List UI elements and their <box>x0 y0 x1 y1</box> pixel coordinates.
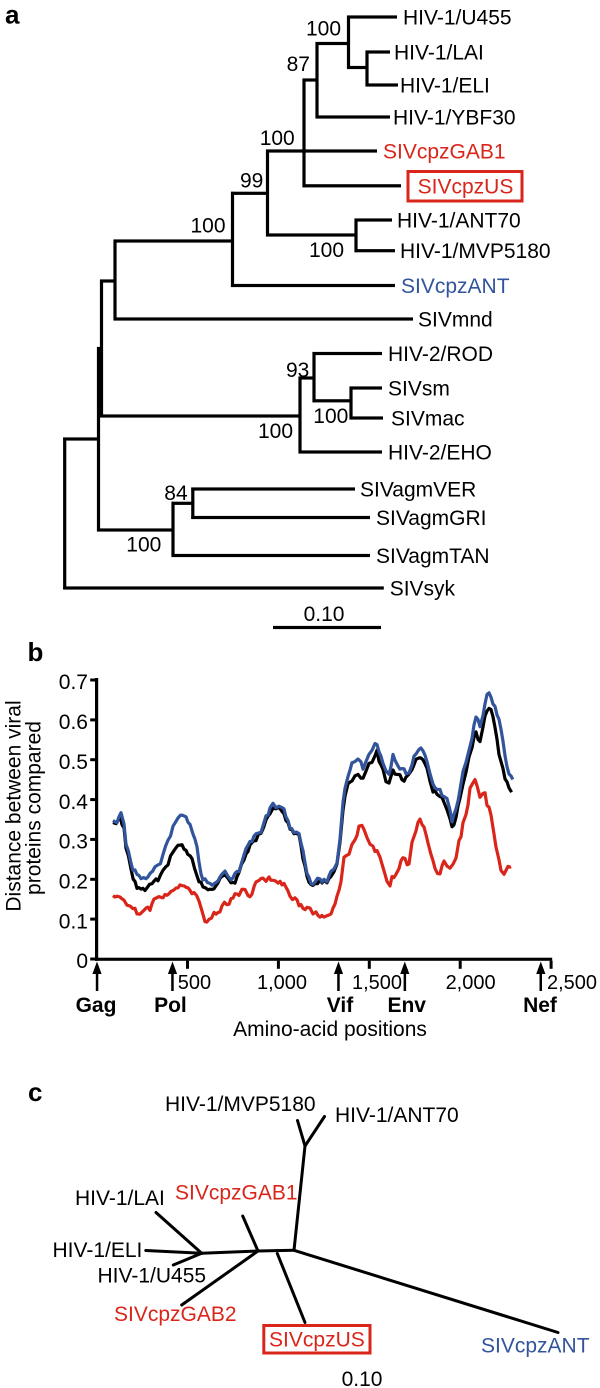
svg-text:SIVmac: SIVmac <box>391 408 465 431</box>
svg-text:0.1: 0.1 <box>59 910 88 933</box>
svg-text:SIVcpzUS: SIVcpzUS <box>269 1329 365 1352</box>
svg-text:0.2: 0.2 <box>59 871 88 894</box>
svg-text:SIVcpzGAB2: SIVcpzGAB2 <box>114 1303 237 1326</box>
svg-text:100: 100 <box>260 127 295 150</box>
svg-text:SIVcpzANT: SIVcpzANT <box>481 1334 590 1357</box>
svg-text:2,500: 2,500 <box>547 972 597 994</box>
svg-text:SIVagmGRI: SIVagmGRI <box>376 507 486 530</box>
svg-text:Amino-acid positions: Amino-acid positions <box>233 1018 427 1041</box>
svg-text:1,000: 1,000 <box>257 972 307 994</box>
svg-text:100: 100 <box>258 420 293 443</box>
svg-text:SIVsm: SIVsm <box>388 378 450 401</box>
svg-text:0.5: 0.5 <box>59 751 88 774</box>
svg-text:0.7: 0.7 <box>59 671 88 694</box>
svg-text:100: 100 <box>126 534 161 557</box>
svg-text:99: 99 <box>240 170 263 193</box>
svg-text:0.6: 0.6 <box>59 711 88 734</box>
svg-text:HIV-2/EHO: HIV-2/EHO <box>388 442 492 465</box>
svg-text:500: 500 <box>178 972 211 994</box>
svg-text:0.10: 0.10 <box>342 1368 383 1388</box>
svg-text:HIV-1/LAI: HIV-1/LAI <box>75 1187 165 1210</box>
svg-text:87: 87 <box>287 53 310 76</box>
svg-text:HIV-1/U455: HIV-1/U455 <box>403 7 512 30</box>
svg-text:b: b <box>28 637 44 667</box>
svg-text:SIVsyk: SIVsyk <box>390 578 456 601</box>
svg-text:100: 100 <box>313 405 348 428</box>
svg-text:0.10: 0.10 <box>304 603 345 626</box>
svg-text:SIVcpzGAB1: SIVcpzGAB1 <box>175 1182 298 1205</box>
svg-text:1,500: 1,500 <box>352 972 402 994</box>
svg-text:100: 100 <box>191 215 226 238</box>
svg-text:SIVcpzGAB1: SIVcpzGAB1 <box>383 141 506 164</box>
svg-text:HIV-1/YBF30: HIV-1/YBF30 <box>393 107 516 130</box>
svg-text:HIV-1/U455: HIV-1/U455 <box>98 1265 207 1288</box>
svg-text:84: 84 <box>164 482 188 505</box>
svg-text:Env: Env <box>387 994 426 1017</box>
svg-text:HIV-1/MVP5180: HIV-1/MVP5180 <box>165 1093 316 1116</box>
svg-text:HIV-1/MVP5180: HIV-1/MVP5180 <box>400 240 551 263</box>
svg-text:HIV-1/ELI: HIV-1/ELI <box>400 75 490 98</box>
svg-text:0: 0 <box>76 950 88 973</box>
svg-text:Pol: Pol <box>154 994 187 1017</box>
svg-text:HIV-1/ELI: HIV-1/ELI <box>53 1239 143 1262</box>
svg-text:SIVcpzANT: SIVcpzANT <box>401 275 510 298</box>
svg-text:SIVcpzUS: SIVcpzUS <box>418 175 514 198</box>
svg-text:HIV-1/ANT70: HIV-1/ANT70 <box>397 210 521 233</box>
svg-text:HIV-1/LAI: HIV-1/LAI <box>394 42 484 65</box>
svg-text:Distance between viral: Distance between viral <box>3 700 26 911</box>
svg-text:HIV-1/ANT70: HIV-1/ANT70 <box>335 1104 459 1127</box>
svg-text:100: 100 <box>306 18 341 41</box>
svg-text:0.4: 0.4 <box>59 791 89 814</box>
svg-text:proteins compared: proteins compared <box>23 721 46 895</box>
svg-text:0.3: 0.3 <box>59 831 88 854</box>
svg-text:100: 100 <box>309 239 344 262</box>
svg-text:SIVmnd: SIVmnd <box>418 309 493 332</box>
svg-text:Gag: Gag <box>76 994 117 1017</box>
svg-text:HIV-2/ROD: HIV-2/ROD <box>388 343 493 366</box>
svg-text:2,000: 2,000 <box>446 972 496 994</box>
svg-text:Vif: Vif <box>327 994 354 1017</box>
svg-text:93: 93 <box>286 359 309 382</box>
svg-text:c: c <box>28 1077 42 1107</box>
svg-text:SIVagmVER: SIVagmVER <box>360 479 476 502</box>
svg-text:a: a <box>5 0 20 30</box>
svg-text:Nef: Nef <box>523 994 558 1017</box>
svg-text:SIVagmTAN: SIVagmTAN <box>376 545 490 568</box>
